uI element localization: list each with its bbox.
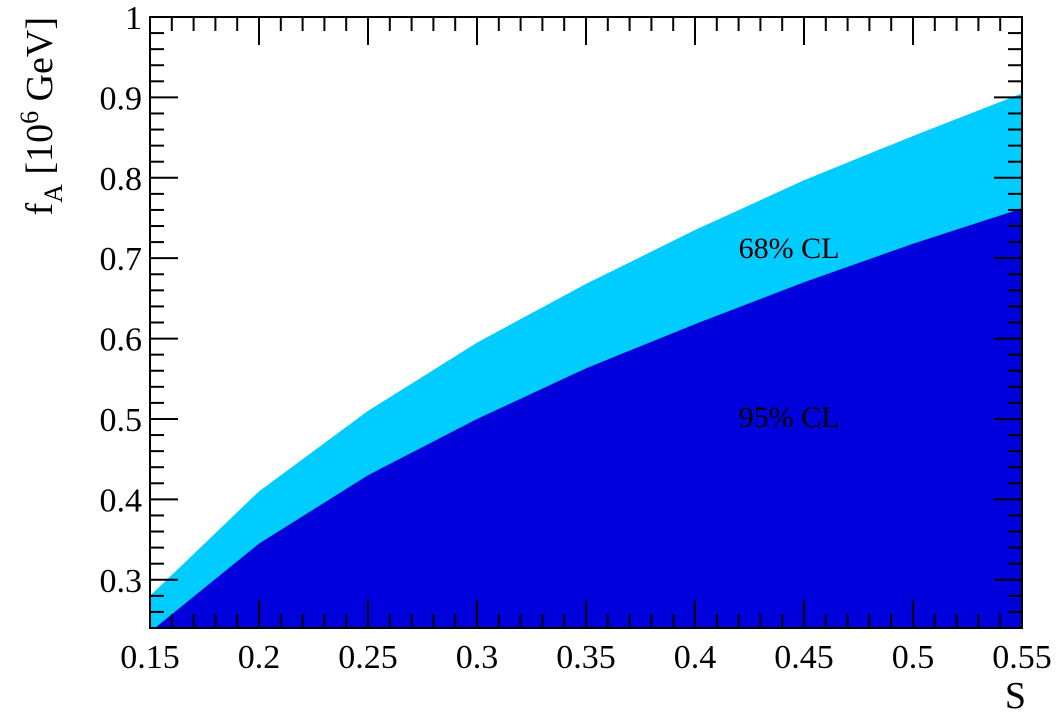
- x-tick-label: 0.2: [238, 639, 281, 676]
- tick-labels: 0.15 0.2 0.25 0.3 0.35 0.4 0.45 0.5 0.55 0.3 0.4 0.…: [100, 0, 1052, 676]
- band-95cl: [154, 208, 1022, 628]
- x-tick-label: 0.4: [674, 639, 717, 676]
- axis-ticks: [149, 16, 1023, 629]
- x-tick-label: 0.25: [338, 639, 398, 676]
- x-tick-label: 0.5: [892, 639, 935, 676]
- y-tick-label: 0.9: [100, 80, 143, 117]
- y-tick-label: 0.4: [100, 482, 143, 519]
- band-label-68cl: 68% CL: [739, 232, 840, 265]
- y-axis-title-base: f: [19, 203, 61, 216]
- x-tick-label: 0.45: [774, 639, 834, 676]
- x-axis-title: S: [1005, 675, 1026, 717]
- bands: [150, 93, 1022, 628]
- y-tick-label: 0.8: [100, 161, 143, 198]
- x-tick-label: 0.55: [992, 639, 1052, 676]
- band-label-95cl: 95% CL: [739, 401, 840, 434]
- x-tick-label: 0.35: [556, 639, 616, 676]
- y-tick-label: 0.6: [100, 322, 143, 359]
- y-tick-label: 0.5: [100, 402, 143, 439]
- y-axis-title: fA [106 GeV]: [15, 17, 68, 216]
- y-tick-label: 0.7: [100, 241, 143, 278]
- y-axis-title-open: [10: [19, 124, 61, 184]
- y-tick-label: 0.3: [100, 563, 143, 600]
- x-tick-label: 0.3: [456, 639, 499, 676]
- band-labels: 68% CL 95% CL: [739, 232, 840, 434]
- y-axis-title-close: GeV]: [19, 17, 61, 111]
- x-tick-label: 0.15: [120, 639, 180, 676]
- y-tick-label: 1: [125, 0, 142, 37]
- y-axis-title-sub: A: [39, 184, 68, 203]
- y-axis-title-sup: 6: [15, 111, 44, 124]
